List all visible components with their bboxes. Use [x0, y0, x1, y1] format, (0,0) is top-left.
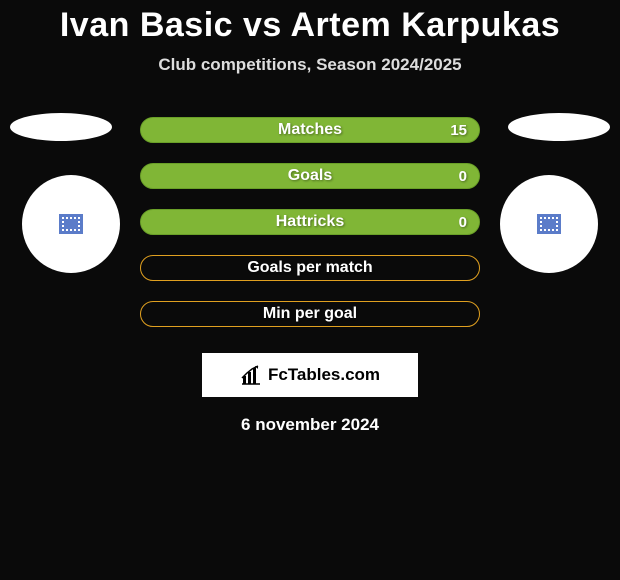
brand-chart-icon: [240, 364, 262, 386]
comparison-area: Matches 15 Goals 0 Hattricks 0 Goals per…: [0, 117, 620, 435]
stat-label: Min per goal: [263, 305, 357, 323]
stat-label: Goals: [288, 167, 332, 185]
brand-text: FcTables.com: [268, 365, 380, 385]
crest-placeholder-icon: [537, 214, 561, 234]
player-left-oval: [10, 113, 112, 141]
page-subtitle: Club competitions, Season 2024/2025: [0, 55, 620, 75]
stat-value-right: 0: [459, 168, 467, 185]
stat-label: Hattricks: [276, 213, 344, 231]
stat-bar-min-per-goal: Min per goal: [140, 301, 480, 327]
stat-bar-hattricks: Hattricks 0: [140, 209, 480, 235]
stat-bar-matches: Matches 15: [140, 117, 480, 143]
stat-bars: Matches 15 Goals 0 Hattricks 0 Goals per…: [140, 117, 480, 327]
crest-placeholder-icon: [59, 214, 83, 234]
brand-badge: FcTables.com: [202, 353, 418, 397]
player-right-oval: [508, 113, 610, 141]
stat-value-right: 0: [459, 214, 467, 231]
club-crest-left: [22, 175, 120, 273]
page-title: Ivan Basic vs Artem Karpukas: [0, 6, 620, 45]
stat-label: Matches: [278, 121, 342, 139]
snapshot-date: 6 november 2024: [0, 415, 620, 435]
stat-label: Goals per match: [247, 259, 372, 277]
stat-value-right: 15: [450, 122, 467, 139]
club-crest-right: [500, 175, 598, 273]
stat-bar-goals-per-match: Goals per match: [140, 255, 480, 281]
stat-bar-goals: Goals 0: [140, 163, 480, 189]
